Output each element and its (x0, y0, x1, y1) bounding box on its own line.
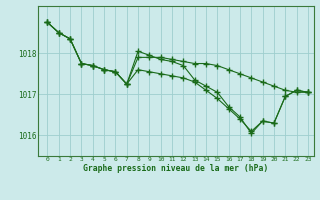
X-axis label: Graphe pression niveau de la mer (hPa): Graphe pression niveau de la mer (hPa) (84, 164, 268, 173)
